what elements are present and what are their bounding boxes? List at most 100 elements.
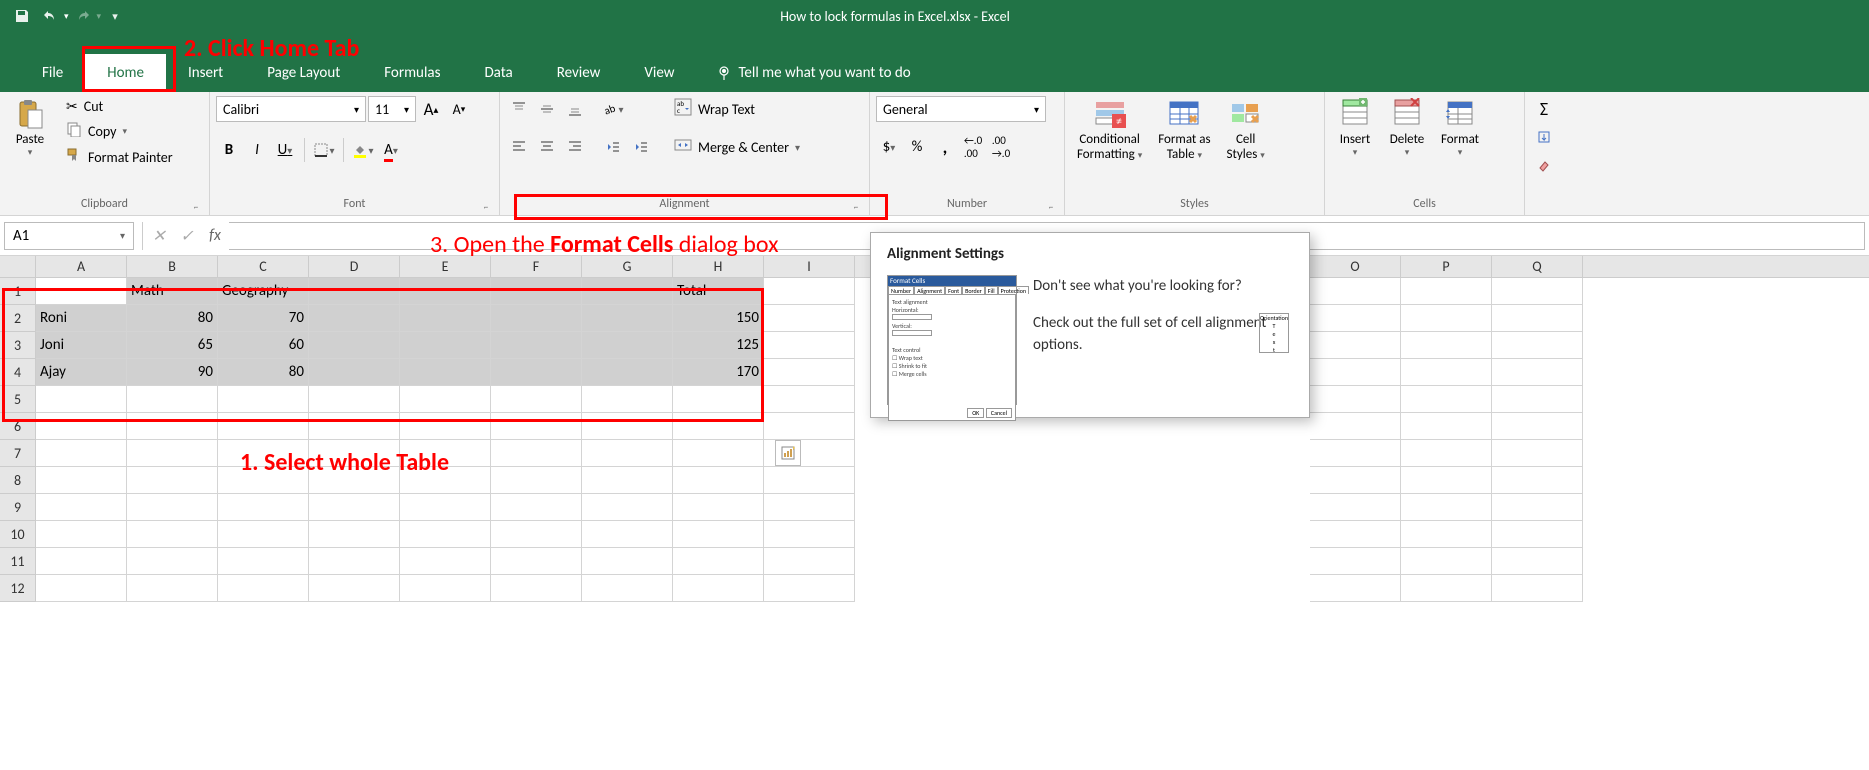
cell[interactable]: [582, 413, 673, 440]
cell[interactable]: [1310, 305, 1401, 332]
quick-analysis-button[interactable]: [775, 440, 801, 466]
cell[interactable]: [491, 467, 582, 494]
format-painter-button[interactable]: Format Painter: [62, 145, 177, 169]
italic-button[interactable]: I: [244, 137, 270, 163]
increase-decimal-icon[interactable]: ←.0.00: [960, 134, 986, 160]
cell[interactable]: [764, 575, 855, 602]
clipboard-launcher-icon[interactable]: ⌐: [191, 202, 201, 212]
cell[interactable]: [582, 494, 673, 521]
column-header[interactable]: Q: [1492, 256, 1583, 277]
cell[interactable]: [1310, 413, 1401, 440]
cell[interactable]: [1492, 494, 1583, 521]
cell[interactable]: [309, 386, 400, 413]
row-header[interactable]: 8: [0, 467, 36, 494]
cell[interactable]: 150: [673, 305, 764, 332]
cell[interactable]: [1310, 359, 1401, 386]
cell[interactable]: [218, 467, 309, 494]
cell[interactable]: [309, 521, 400, 548]
align-left-icon[interactable]: [506, 134, 532, 160]
cell[interactable]: [1401, 575, 1492, 602]
cell[interactable]: [1492, 521, 1583, 548]
cell[interactable]: [1401, 332, 1492, 359]
row-header[interactable]: 1: [0, 278, 36, 305]
cancel-formula-icon[interactable]: ✕: [145, 222, 173, 250]
cell[interactable]: [309, 548, 400, 575]
decrease-indent-icon[interactable]: [600, 134, 626, 160]
tab-data[interactable]: Data: [462, 54, 534, 92]
cell[interactable]: [1492, 575, 1583, 602]
cell[interactable]: [491, 278, 582, 305]
decrease-font-icon[interactable]: A▾: [446, 96, 472, 122]
cell[interactable]: [673, 548, 764, 575]
cell[interactable]: [1401, 413, 1492, 440]
comma-format-icon[interactable]: ,: [932, 134, 958, 160]
column-header[interactable]: H: [673, 256, 764, 277]
percent-format-icon[interactable]: %: [904, 134, 930, 160]
cell[interactable]: [491, 440, 582, 467]
font-launcher-icon[interactable]: ⌐: [481, 202, 491, 212]
column-header[interactable]: F: [491, 256, 582, 277]
cell[interactable]: [36, 440, 127, 467]
cell[interactable]: [1492, 386, 1583, 413]
cell[interactable]: [1492, 359, 1583, 386]
cell[interactable]: [36, 521, 127, 548]
conditional-formatting-button[interactable]: ≠ Conditional Formatting ▾: [1071, 96, 1148, 164]
row-header[interactable]: 7: [0, 440, 36, 467]
select-all-corner[interactable]: [0, 256, 36, 277]
cell[interactable]: Math: [127, 278, 218, 305]
row-header[interactable]: 4: [0, 359, 36, 386]
cell[interactable]: [400, 440, 491, 467]
cell[interactable]: 65: [127, 332, 218, 359]
save-icon[interactable]: [8, 2, 36, 30]
cell[interactable]: [1310, 521, 1401, 548]
cell[interactable]: [36, 278, 127, 305]
autosum-icon[interactable]: Σ: [1531, 96, 1557, 122]
row-header[interactable]: 5: [0, 386, 36, 413]
increase-font-icon[interactable]: A▴: [418, 96, 444, 122]
column-header[interactable]: C: [218, 256, 309, 277]
cell[interactable]: [673, 413, 764, 440]
column-header[interactable]: P: [1401, 256, 1492, 277]
cell[interactable]: [673, 494, 764, 521]
row-header[interactable]: 9: [0, 494, 36, 521]
cell[interactable]: [582, 467, 673, 494]
cell[interactable]: [309, 359, 400, 386]
cell[interactable]: [218, 386, 309, 413]
cell[interactable]: [36, 548, 127, 575]
cell[interactable]: [582, 548, 673, 575]
cell[interactable]: [36, 386, 127, 413]
fill-icon[interactable]: [1531, 124, 1557, 150]
cell[interactable]: [400, 467, 491, 494]
column-header[interactable]: E: [400, 256, 491, 277]
cell[interactable]: [309, 494, 400, 521]
cell[interactable]: [673, 386, 764, 413]
cell[interactable]: [309, 332, 400, 359]
cell[interactable]: [127, 386, 218, 413]
cell[interactable]: [673, 467, 764, 494]
tab-review[interactable]: Review: [535, 54, 623, 92]
qat-customize-icon[interactable]: ▾: [101, 2, 129, 30]
align-right-icon[interactable]: [562, 134, 588, 160]
column-header[interactable]: D: [309, 256, 400, 277]
cell[interactable]: [1492, 278, 1583, 305]
column-header[interactable]: O: [1310, 256, 1401, 277]
cell[interactable]: Ajay: [36, 359, 127, 386]
cell[interactable]: Joni: [36, 332, 127, 359]
cut-button[interactable]: ✂ Cut: [62, 96, 177, 117]
cell[interactable]: 80: [218, 359, 309, 386]
row-header[interactable]: 3: [0, 332, 36, 359]
cell[interactable]: [218, 521, 309, 548]
fill-color-button[interactable]: [350, 137, 376, 163]
align-top-icon[interactable]: [506, 96, 532, 122]
font-name-combo[interactable]: Calibri▾: [216, 96, 366, 122]
cell[interactable]: [582, 575, 673, 602]
cell[interactable]: [764, 386, 855, 413]
cell[interactable]: [1310, 278, 1401, 305]
cell[interactable]: [673, 575, 764, 602]
tell-me-search[interactable]: Tell me what you want to do: [716, 64, 910, 92]
format-cells-button[interactable]: Format▾: [1435, 96, 1485, 160]
cell[interactable]: [127, 521, 218, 548]
cell[interactable]: [309, 575, 400, 602]
cell[interactable]: 90: [127, 359, 218, 386]
decrease-decimal-icon[interactable]: .00→.0: [988, 134, 1014, 160]
